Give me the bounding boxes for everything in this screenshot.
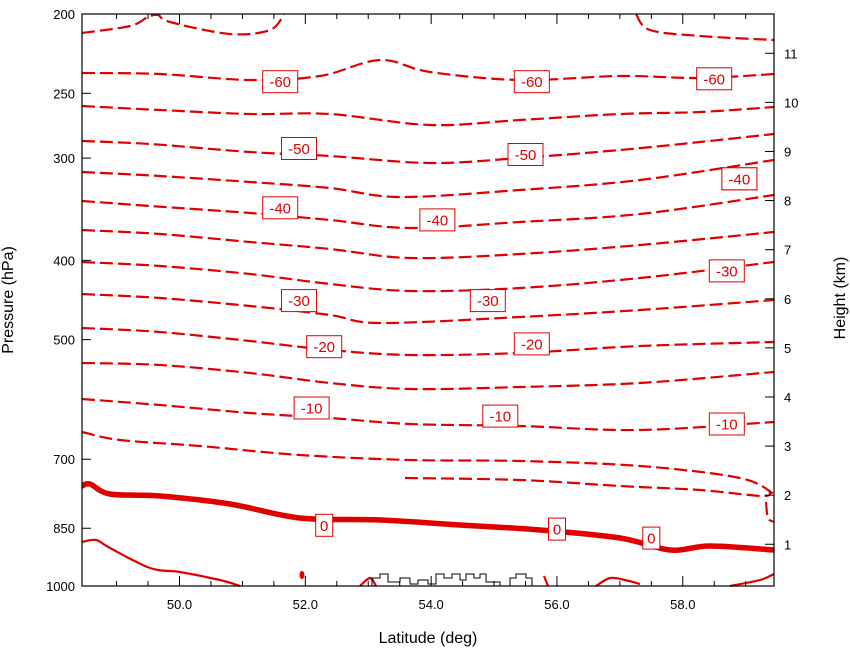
height-tick-label: 11 [784, 46, 798, 61]
isotherm-positive [359, 576, 377, 587]
left-axis-title: Pressure (hPa) [0, 246, 17, 354]
isotherm-dashed [81, 326, 775, 357]
isotherm-dashed [764, 501, 775, 523]
contour-label-box [281, 289, 317, 313]
contour-label: -20 [521, 336, 543, 353]
contour-label: -50 [288, 141, 310, 158]
x-axis-title: Latitude (deg) [379, 630, 478, 647]
contour-label: -60 [521, 74, 543, 91]
isotherm-dashed [81, 132, 775, 165]
pressure-tick-label: 300 [53, 151, 75, 166]
plot-frame [81, 13, 775, 587]
height-tick-label: 8 [784, 194, 791, 209]
height-tick-label: 6 [784, 292, 791, 307]
height-tick-label: 1 [784, 537, 791, 552]
contour-label-box [548, 517, 566, 541]
isotherm-dashed [81, 228, 775, 260]
contour-label-box [262, 70, 299, 94]
contour-label-box [642, 526, 661, 550]
isotherm-closed-contour [299, 571, 305, 579]
terrain-outline [371, 573, 533, 586]
contour-label-box [482, 404, 519, 428]
contour-labels: -60-60-60-50-50-50-40-40-40-30-30-30-20-… [262, 67, 758, 550]
contour-label: -10 [301, 401, 323, 418]
height-tick-label: 5 [784, 341, 791, 356]
contour-label-box [708, 412, 745, 436]
axis-ticks: 50.0 52.0 54.0 56.0 58.020025030040050070085… [46, 7, 798, 612]
contour-label-box [507, 143, 544, 166]
x-tick-label: 54.0 [418, 597, 443, 612]
isotherm-dashed [81, 13, 285, 36]
x-tick-label: 56.0 [544, 597, 569, 612]
height-tick-label: 10 [784, 95, 798, 110]
height-tick-label: 2 [784, 488, 791, 503]
contour-label: -30 [288, 293, 310, 310]
contour-label: -10 [716, 417, 738, 434]
contour-label-box [696, 67, 733, 91]
contour-label: -50 [515, 147, 537, 164]
contour-label: 0 [553, 522, 561, 539]
pressure-tick-label: 250 [53, 86, 75, 101]
right-axis-title: Height (km) [832, 257, 849, 340]
contour-label: -30 [716, 263, 738, 280]
isotherm-dashed [635, 13, 775, 42]
pressure-tick-label: 400 [53, 253, 75, 268]
pressure-tick-label: 500 [53, 333, 75, 348]
contour-label: 0 [320, 518, 328, 535]
x-tick-label: 50.0 [167, 597, 192, 612]
isotherm-dashed [81, 361, 775, 391]
contour-label-box [262, 196, 299, 220]
contour-label: -60 [269, 74, 291, 91]
contour-label-box [469, 289, 506, 313]
pressure-tick-label: 700 [53, 452, 75, 467]
contour-label-box [721, 167, 758, 191]
isotherm-dashed [81, 104, 775, 127]
height-tick-label: 9 [784, 144, 791, 159]
isotherm-dashed [81, 158, 775, 199]
contour-label-box [293, 396, 330, 420]
isotherm-dashed [81, 260, 775, 293]
contour-label-box [281, 137, 317, 160]
contour-label-box [306, 335, 343, 359]
contour-label-box [513, 70, 550, 94]
isotherm-dashed [81, 193, 775, 230]
contour-label-box [419, 208, 456, 232]
contour-label-box [513, 332, 550, 356]
height-tick-label: 7 [784, 243, 791, 258]
height-tick-label: 4 [784, 390, 791, 405]
contour-label: -40 [729, 171, 751, 188]
contour-label: -10 [489, 409, 511, 426]
x-tick-label: 58.0 [670, 597, 695, 612]
isotherm-dashed [81, 430, 775, 495]
contour-label-box [315, 513, 334, 537]
pressure-tick-label: 200 [53, 7, 75, 22]
isotherm-positive [595, 576, 641, 587]
isotherm-dashed [81, 292, 775, 325]
isotherm-positive [729, 572, 775, 588]
contour-label-box [708, 259, 745, 283]
terrain-profile [509, 573, 533, 586]
contour-label: -20 [313, 339, 335, 356]
height-tick-label: 3 [784, 439, 791, 454]
contour-label: -40 [427, 212, 449, 229]
isotherm-dashed [81, 58, 775, 82]
contour-label: -40 [269, 200, 291, 217]
contour-label: -30 [477, 293, 499, 310]
x-tick-label: 52.0 [293, 597, 318, 612]
contour-label: -60 [703, 71, 725, 88]
isotherm-positive [81, 538, 241, 588]
isotherm-dashed [81, 397, 775, 432]
isotherm-zero [80, 480, 775, 553]
terrain-profile [371, 573, 501, 586]
contour-lines [80, 13, 775, 588]
pressure-tick-label: 850 [53, 521, 75, 536]
pressure-tick-label: 1000 [46, 579, 75, 594]
contour-label: 0 [647, 531, 655, 548]
